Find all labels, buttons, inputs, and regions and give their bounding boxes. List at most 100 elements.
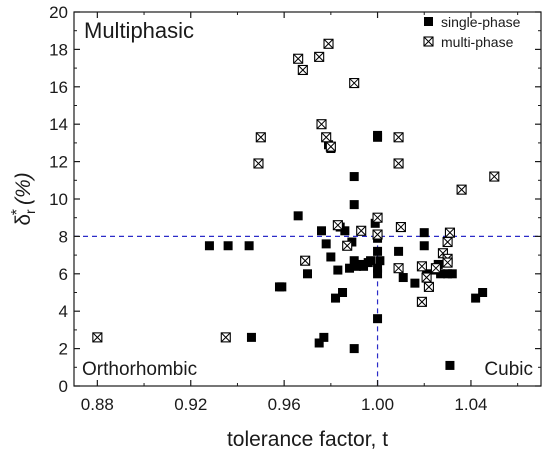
data-point-multi-phase xyxy=(456,184,467,195)
data-point-single-phase xyxy=(303,269,312,279)
marker-cross-b xyxy=(431,263,441,274)
y-tick-label: 0 xyxy=(59,377,68,396)
data-point-multi-phase xyxy=(423,281,434,292)
data-point-single-phase xyxy=(419,241,429,251)
marker-cross-b xyxy=(293,53,304,64)
data-point-multi-phase xyxy=(349,78,360,89)
marker-cross-b xyxy=(489,171,500,182)
data-point-multi-phase xyxy=(314,51,325,62)
y-tick-label: 14 xyxy=(49,115,68,134)
data-point-single-phase xyxy=(246,332,256,342)
y-tick-label: 4 xyxy=(59,302,68,321)
legend-marker-cross-b xyxy=(423,36,434,47)
data-point-single-phase xyxy=(471,293,481,303)
data-point-multi-phase xyxy=(416,261,427,272)
data-point-multi-phase xyxy=(372,229,383,240)
y-axis-label-unit: (%) xyxy=(12,172,35,205)
data-point-multi-phase xyxy=(332,220,343,231)
marker-cross-b xyxy=(456,184,467,195)
data-point-multi-phase xyxy=(430,263,441,274)
marker-cross-b xyxy=(445,227,455,238)
data-point-single-phase xyxy=(349,200,359,210)
data-point-multi-phase xyxy=(395,222,406,233)
y-axis-label-subscript: r xyxy=(22,209,38,214)
annotation-orthorhombic: Orthorhombic xyxy=(82,359,197,380)
marker-cross-b xyxy=(220,332,231,343)
data-point-single-phase xyxy=(373,269,383,279)
data-point-multi-phase xyxy=(255,132,266,143)
y-tick-label: 2 xyxy=(59,340,68,359)
x-tick-label: 1.00 xyxy=(361,395,394,414)
data-point-single-phase xyxy=(331,293,341,303)
marker-cross-b xyxy=(417,261,427,272)
data-point-single-phase xyxy=(443,269,453,279)
y-axis-label-superscript: * xyxy=(9,209,26,215)
data-point-single-phase xyxy=(319,332,329,342)
marker-cross-b xyxy=(253,158,264,169)
data-point-multi-phase xyxy=(323,38,334,49)
legend-marker-multi-phase xyxy=(423,36,434,47)
data-point-multi-phase xyxy=(356,225,367,236)
data-point-single-phase xyxy=(340,226,350,236)
data-point-multi-phase xyxy=(342,240,353,251)
x-tick-label: 0.88 xyxy=(81,395,114,414)
data-point-multi-phase xyxy=(489,171,500,182)
data-point-single-phase xyxy=(338,288,348,297)
data-point-multi-phase xyxy=(421,272,432,283)
data-point-single-phase xyxy=(349,256,359,266)
data-point-single-phase xyxy=(436,269,446,279)
marker-cross-b xyxy=(356,225,367,236)
data-point-single-phase xyxy=(317,226,327,236)
legend-marker-single-phase xyxy=(424,17,433,26)
data-point-single-phase xyxy=(349,172,359,182)
x-axis-label: tolerance factor, t xyxy=(227,428,388,451)
reference-lines xyxy=(74,235,541,386)
y-tick-label: 12 xyxy=(49,153,68,172)
data-point-single-phase xyxy=(373,314,383,324)
data-point-single-phase xyxy=(419,228,429,238)
data-point-multi-phase xyxy=(442,257,453,268)
marker-cross-b xyxy=(393,158,404,169)
x-tick-label: 0.92 xyxy=(174,395,207,414)
data-point-single-phase xyxy=(445,360,455,370)
y-tick-label: 6 xyxy=(59,265,68,284)
data-point-single-phase xyxy=(447,269,457,279)
data-point-single-phase xyxy=(345,263,355,273)
marker-cross-b xyxy=(255,132,266,143)
data-point-single-phase xyxy=(366,256,376,266)
data-point-multi-phase xyxy=(416,296,427,307)
data-point-single-phase xyxy=(398,273,408,283)
data-point-single-phase xyxy=(373,246,383,256)
marker-cross-b xyxy=(325,141,336,152)
data-point-single-phase xyxy=(478,288,488,297)
data-point-single-phase xyxy=(333,265,343,275)
legend: single-phase multi-phase xyxy=(423,14,521,50)
marker-cross-b xyxy=(438,248,448,259)
data-point-multi-phase xyxy=(393,132,404,143)
marker-cross-b xyxy=(442,257,453,268)
single-phase-points xyxy=(204,130,488,370)
data-point-multi-phase xyxy=(321,132,332,143)
data-point-single-phase xyxy=(293,211,303,221)
data-point-single-phase xyxy=(375,256,385,266)
y-tick-label: 10 xyxy=(49,190,68,209)
data-point-single-phase xyxy=(314,338,324,348)
data-point-multi-phase xyxy=(393,263,404,274)
data-point-single-phase xyxy=(349,344,359,354)
data-point-single-phase xyxy=(223,241,233,251)
marker-cross-b xyxy=(417,296,427,307)
data-point-multi-phase xyxy=(297,64,308,76)
marker-cross-b xyxy=(316,119,327,130)
data-point-single-phase xyxy=(244,241,254,251)
marker-cross-b xyxy=(342,240,353,251)
data-point-single-phase xyxy=(373,263,383,273)
data-point-single-phase xyxy=(410,278,420,288)
marker-cross-b xyxy=(321,132,332,143)
marker-cross-b xyxy=(92,332,103,343)
marker-cross-b xyxy=(396,222,406,232)
data-point-multi-phase xyxy=(442,236,453,248)
marker-cross-b xyxy=(442,237,453,247)
data-point-single-phase xyxy=(394,246,404,256)
marker-cross-b xyxy=(300,255,311,266)
